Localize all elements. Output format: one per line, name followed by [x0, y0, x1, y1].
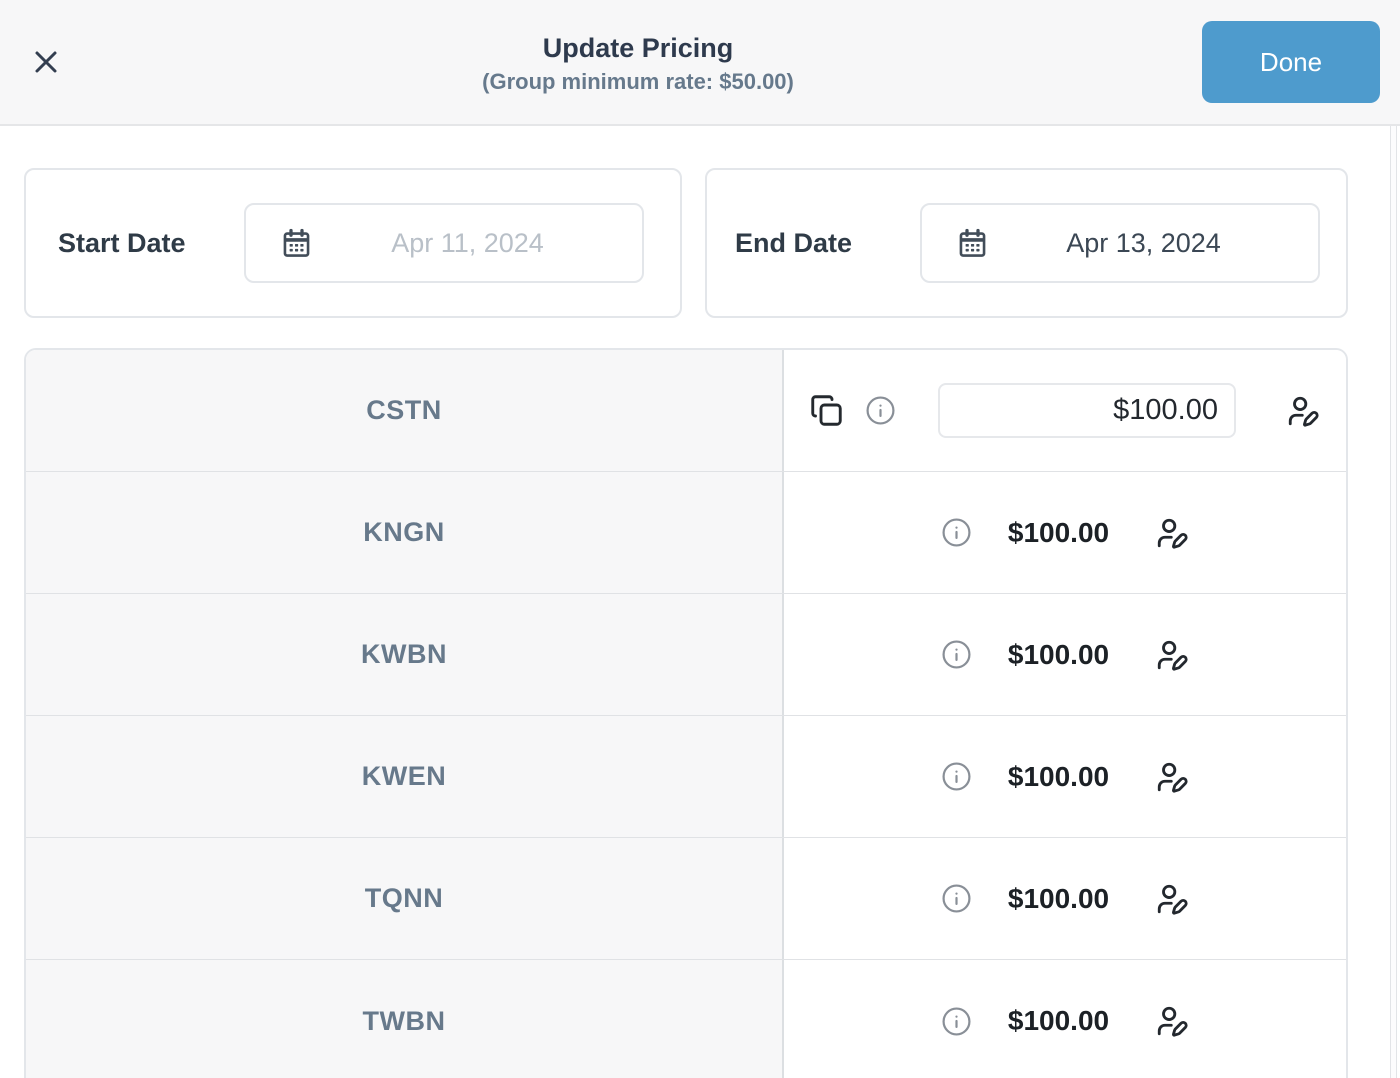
close-button[interactable]	[18, 34, 74, 90]
scrollbar-track[interactable]	[1390, 126, 1397, 1078]
table-row: KNGN $100.00	[26, 472, 1346, 594]
start-date-card: Start Date Apr 11, 2024	[24, 168, 682, 318]
table-row: TQNN $100.00	[26, 838, 1346, 960]
price-value: $100.00	[1007, 760, 1110, 792]
price-cell: $100.00	[784, 838, 1346, 959]
pricing-table: CSTN $100.00	[24, 348, 1348, 1078]
info-icon[interactable]	[941, 1006, 972, 1037]
room-type-code: CSTN	[366, 395, 442, 425]
user-edit-icon[interactable]	[1155, 638, 1189, 672]
room-type-cell: TQNN	[26, 838, 784, 959]
copy-icon[interactable]	[810, 394, 843, 427]
room-type-cell: KNGN	[26, 472, 784, 593]
room-type-code: KWEN	[361, 761, 447, 791]
room-type-cell: KWBN	[26, 594, 784, 715]
end-date-label: End Date	[735, 227, 853, 258]
end-date-card: End Date Apr 13, 2024	[705, 168, 1348, 318]
page-title: Update Pricing	[542, 32, 734, 63]
room-type-code: TQNN	[364, 883, 444, 913]
end-date-value: Apr 13, 2024	[1066, 227, 1221, 258]
info-icon[interactable]	[941, 639, 972, 670]
price-cell: $100.00	[784, 716, 1346, 837]
room-type-cell: CSTN	[26, 350, 784, 471]
user-edit-icon[interactable]	[1286, 394, 1320, 428]
price-cell: $100.00	[784, 960, 1346, 1078]
page-subtitle: (Group minimum rate: $50.00)	[482, 69, 794, 95]
date-filters: Start Date Apr 11, 2024 End Date	[24, 168, 1348, 318]
header-title-block: Update Pricing (Group minimum rate: $50.…	[74, 29, 1202, 95]
table-row: KWBN $100.00	[26, 594, 1346, 716]
price-cell: $100.00	[784, 350, 1346, 471]
end-date-input[interactable]: Apr 13, 2024	[920, 203, 1320, 283]
room-type-cell: TWBN	[26, 960, 784, 1078]
info-icon[interactable]	[941, 761, 972, 792]
user-edit-icon[interactable]	[1155, 882, 1189, 916]
start-date-input[interactable]: Apr 11, 2024	[244, 203, 644, 283]
price-value: $100.00	[1007, 882, 1110, 914]
done-button[interactable]: Done	[1202, 21, 1380, 103]
price-value: $100.00	[1007, 516, 1110, 548]
room-type-code: KWBN	[361, 639, 447, 669]
start-date-value: Apr 11, 2024	[391, 227, 544, 258]
start-date-label: Start Date	[58, 227, 186, 258]
calendar-icon	[280, 227, 313, 260]
close-icon	[28, 44, 64, 80]
price-input[interactable]	[938, 383, 1236, 438]
room-type-code: KNGN	[363, 517, 445, 547]
room-type-code: TWBN	[362, 1005, 446, 1036]
info-icon[interactable]	[941, 883, 972, 914]
table-row: TWBN $100.00	[26, 960, 1346, 1078]
room-type-cell: KWEN	[26, 716, 784, 837]
price-value: $100.00	[1007, 1005, 1110, 1036]
user-edit-icon[interactable]	[1155, 760, 1189, 794]
info-icon[interactable]	[865, 395, 896, 426]
modal-header: Update Pricing (Group minimum rate: $50.…	[0, 0, 1400, 126]
price-cell: $100.00	[784, 594, 1346, 715]
user-edit-icon[interactable]	[1155, 1004, 1189, 1038]
calendar-icon	[956, 227, 989, 260]
info-icon[interactable]	[941, 517, 972, 548]
price-cell: $100.00	[784, 472, 1346, 593]
table-row: KWEN $100.00	[26, 716, 1346, 838]
price-value: $100.00	[1007, 638, 1110, 670]
table-row: CSTN $100.00	[26, 350, 1346, 472]
user-edit-icon[interactable]	[1155, 516, 1189, 550]
